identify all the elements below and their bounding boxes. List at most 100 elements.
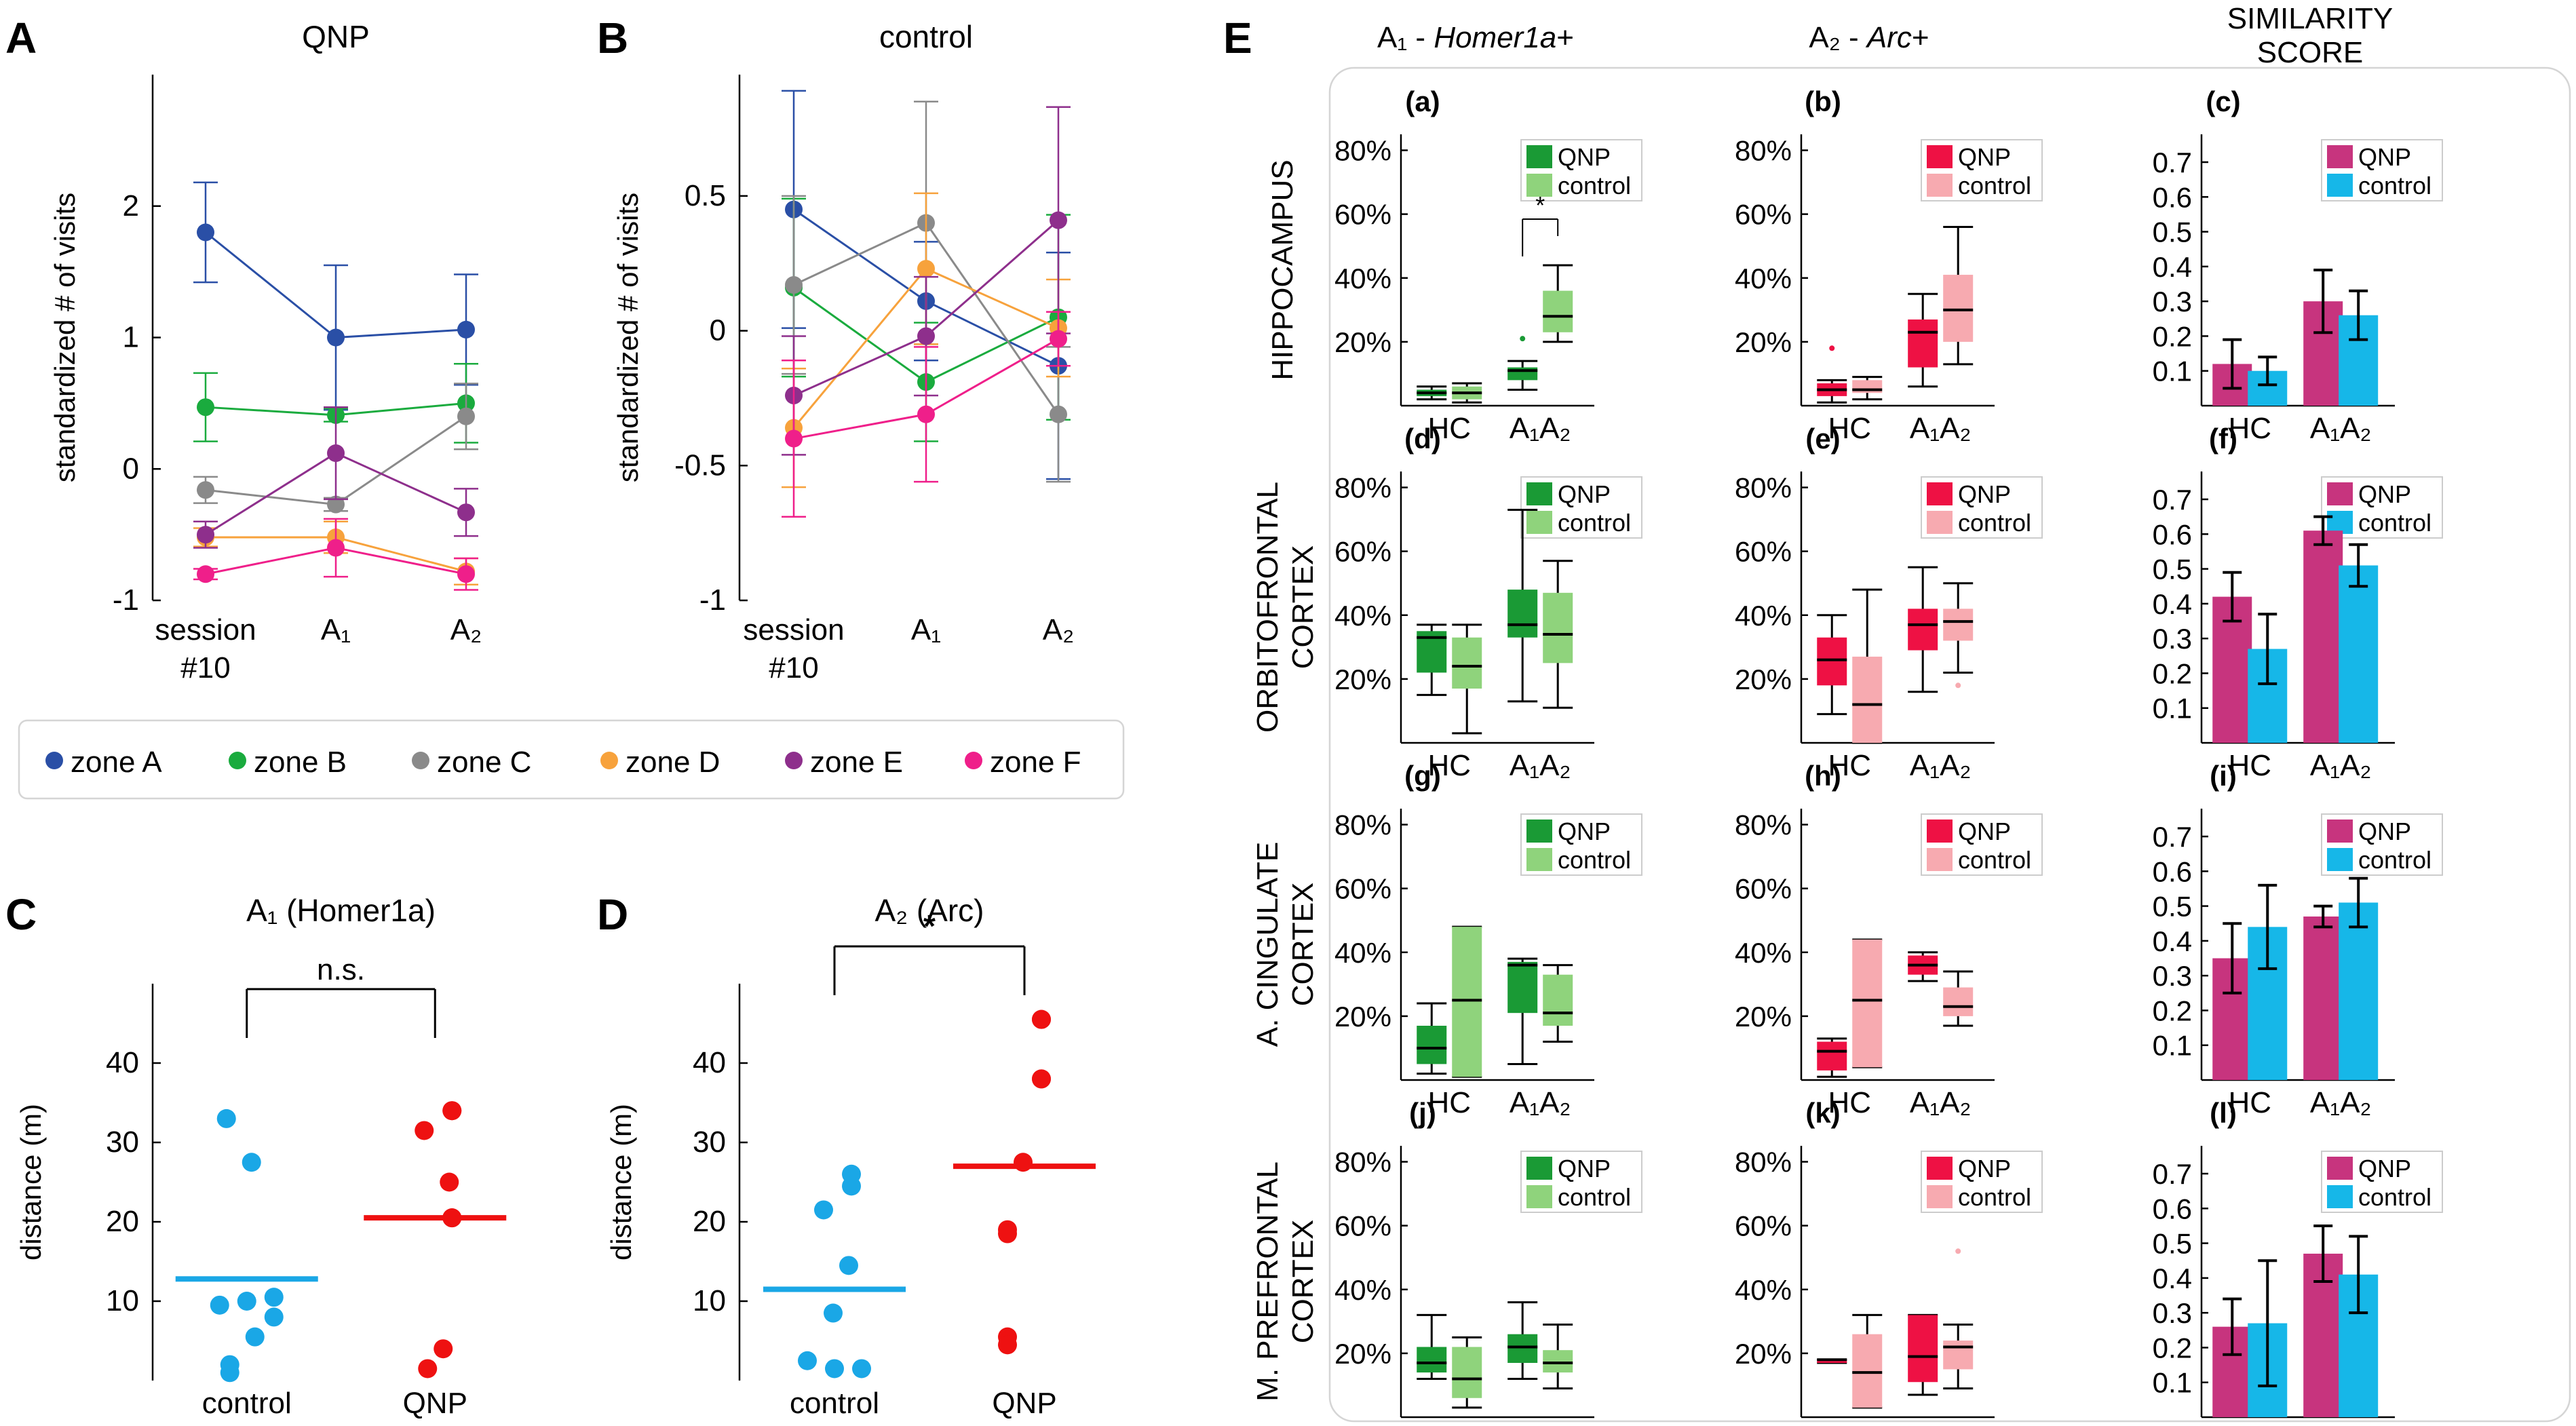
legend-label: control xyxy=(2358,1183,2431,1211)
data-point xyxy=(824,1303,843,1323)
col-title-part: + xyxy=(1912,21,1929,54)
chart-title: A₂ (Arc) xyxy=(875,893,984,928)
y-tick-label: 0.1 xyxy=(2153,355,2192,387)
y-tick-label: 10 xyxy=(106,1284,139,1317)
y-tick-label: 60% xyxy=(1735,199,1792,231)
y-tick-label: 0.4 xyxy=(2153,588,2192,620)
panel-c: A₁ (Homer1a) 10 20 30 40 distance (m) control Q… xyxy=(15,893,507,1420)
x-tick-label: HC xyxy=(1427,1086,1471,1119)
legend-label: QNP xyxy=(2358,1155,2411,1182)
panel-letter-e: E xyxy=(1223,14,1252,62)
y-tick-label: 20% xyxy=(1334,1001,1391,1033)
x-tick-label: QNP xyxy=(403,1387,467,1420)
significance-label: n.s. xyxy=(317,953,365,986)
subplot-label: (d) xyxy=(1404,423,1441,455)
box xyxy=(1817,1360,1847,1363)
significance-label: * xyxy=(1535,191,1545,219)
legend-swatch xyxy=(1526,145,1552,168)
data-point xyxy=(1032,1069,1051,1089)
legend-label: QNP xyxy=(1558,1155,1611,1182)
y-tick-label: 80% xyxy=(1334,809,1391,841)
data-point xyxy=(852,1359,871,1379)
box xyxy=(1507,1334,1538,1363)
y-tick-label: 0.2 xyxy=(2153,657,2192,689)
subplot-label: (a) xyxy=(1405,85,1440,117)
subplot-label: (k) xyxy=(1805,1097,1840,1129)
legend-label: QNP xyxy=(1958,1155,2011,1182)
subplot-label: (l) xyxy=(2210,1097,2237,1129)
y-tick-label: 40% xyxy=(1334,1274,1391,1306)
data-point xyxy=(457,565,475,583)
x-tick-label: QNP xyxy=(992,1387,1056,1420)
subplot-label: (b) xyxy=(1805,85,1841,117)
series-zone-f xyxy=(193,518,478,591)
legend-swatch xyxy=(1927,1157,1953,1180)
data-point xyxy=(917,327,935,345)
x-tick-label: A₂ xyxy=(1043,613,1074,647)
legend-swatch xyxy=(2327,1185,2353,1208)
legend-label: zone E xyxy=(810,746,903,779)
y-tick-label: 0.7 xyxy=(2153,484,2192,516)
group-control xyxy=(175,1109,318,1383)
data-point xyxy=(242,1153,261,1172)
legend-marker xyxy=(45,752,63,769)
bar xyxy=(2303,916,2343,1080)
box xyxy=(1543,1350,1573,1373)
y-tick-label: 40% xyxy=(1735,1274,1792,1306)
row-label: M. PREFRONTAL xyxy=(1251,1161,1284,1402)
x-tick-label: A₂ xyxy=(450,613,482,647)
y-tick-label: 0.5 xyxy=(2153,891,2192,923)
x-tick-label: HC xyxy=(2228,1086,2271,1119)
y-tick-label: 0.5 xyxy=(2153,1228,2192,1260)
y-tick-label: 80% xyxy=(1334,135,1391,167)
y-tick-label: 40% xyxy=(1735,263,1792,294)
x-tick-label: A₁A₂ xyxy=(2310,1086,2372,1119)
legend-swatch xyxy=(2327,848,2353,871)
y-tick-label: -0.5 xyxy=(674,448,726,482)
y-tick-label: 20% xyxy=(1334,326,1391,358)
row-label: A. CINGULATE xyxy=(1251,842,1284,1047)
legend-swatch xyxy=(1927,848,1953,871)
data-point xyxy=(998,1224,1017,1244)
bar xyxy=(2339,565,2379,743)
y-tick-label: 20% xyxy=(1334,1338,1391,1370)
y-tick-label: 80% xyxy=(1735,809,1792,841)
legend-label: control xyxy=(1558,1183,1631,1211)
legend-swatch xyxy=(1526,1185,1552,1208)
significance-label: * xyxy=(923,908,936,944)
y-tick-label: 0.4 xyxy=(2153,251,2192,283)
data-point xyxy=(839,1256,858,1275)
y-tick-label: 0.2 xyxy=(2153,320,2192,352)
legend-label: control xyxy=(1558,172,1631,199)
data-point xyxy=(197,565,214,583)
box xyxy=(1543,290,1573,332)
y-axis-label: standardized # of visits xyxy=(49,193,81,482)
legend-label: QNP xyxy=(2358,817,2411,845)
y-tick-label: 20% xyxy=(1735,663,1792,695)
x-tick-label: HC xyxy=(1828,749,1871,782)
box xyxy=(1817,1041,1847,1071)
data-point xyxy=(418,1359,438,1379)
legend-swatch xyxy=(1526,511,1552,534)
legend-swatch xyxy=(2327,820,2353,843)
data-point xyxy=(1050,211,1067,229)
y-tick-label: 40 xyxy=(693,1046,726,1079)
y-tick-label: 0.7 xyxy=(2153,147,2192,178)
panel-e-frame xyxy=(1328,66,2571,1423)
legend-swatch xyxy=(1927,820,1953,843)
data-point xyxy=(457,320,475,339)
y-tick-label: 2 xyxy=(123,189,139,223)
legend-marker xyxy=(412,752,429,769)
subplot-label: (f) xyxy=(2209,423,2237,455)
legend-marker xyxy=(965,752,982,769)
legend-swatch xyxy=(1927,482,1953,505)
y-tick-label: 20% xyxy=(1735,1338,1792,1370)
data-point xyxy=(434,1339,453,1359)
legend-swatch xyxy=(1526,174,1552,197)
series-zone-a xyxy=(193,181,478,411)
